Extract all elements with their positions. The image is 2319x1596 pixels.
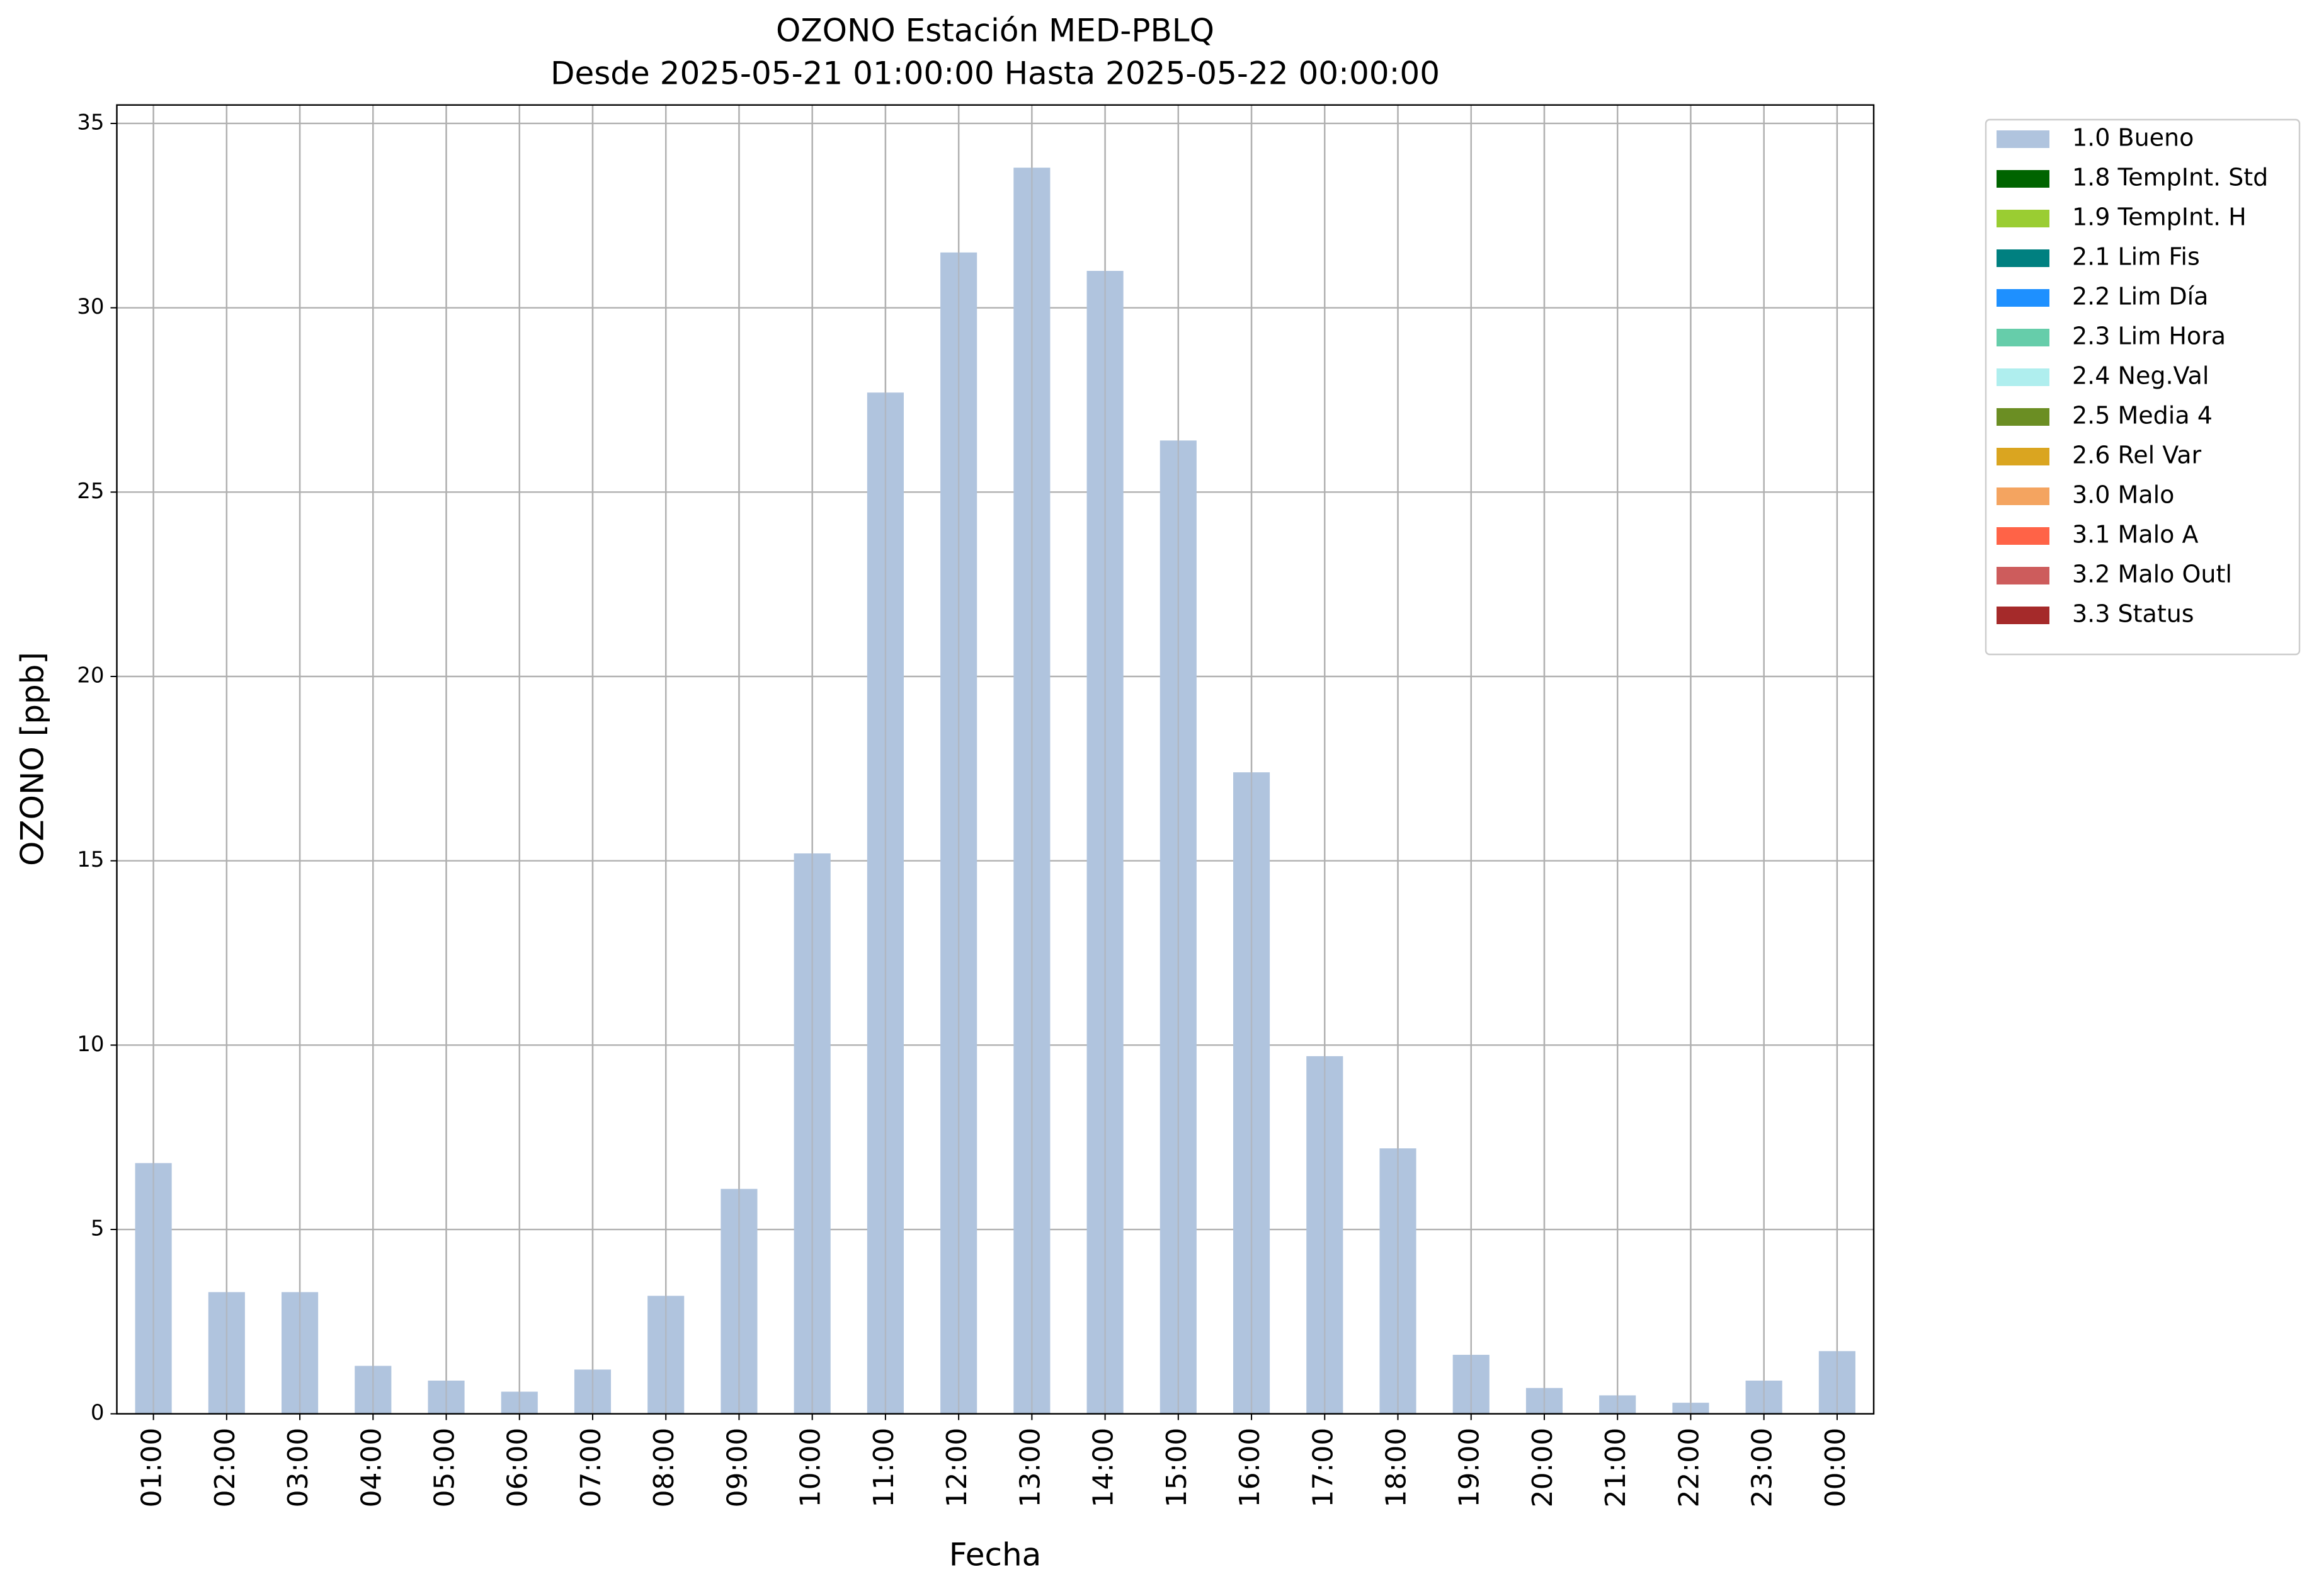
legend-box — [1985, 118, 2301, 656]
x-tick-label: 02:00 — [209, 1428, 241, 1508]
chart-title: OZONO Estación MED-PBLQ — [776, 13, 1214, 49]
legend-label: 2.3 Lim Hora — [2072, 322, 2226, 350]
y-tick-label: 25 — [77, 479, 104, 504]
y-tick-label: 5 — [91, 1216, 105, 1241]
legend-label: 2.2 Lim Día — [2072, 283, 2208, 311]
legend-swatch — [1997, 487, 2049, 505]
y-tick-label: 15 — [77, 847, 104, 872]
legend-swatch — [1997, 329, 2049, 346]
legend-swatch — [1997, 130, 2049, 148]
x-tick-label: 03:00 — [282, 1428, 314, 1508]
x-tick-label: 09:00 — [721, 1428, 753, 1508]
legend-swatch — [1997, 567, 2049, 584]
x-axis-label: Fecha — [949, 1537, 1042, 1573]
x-tick-label: 12:00 — [941, 1428, 973, 1508]
legend-label: 3.1 Malo A — [2072, 521, 2198, 549]
legend-label: 3.0 Malo — [2072, 481, 2174, 509]
x-tick-label: 22:00 — [1673, 1428, 1705, 1508]
legend-label: 1.8 TempInt. Std — [2072, 164, 2268, 191]
x-tick-label: 20:00 — [1527, 1428, 1559, 1508]
x-tick-label: 10:00 — [795, 1428, 827, 1508]
legend-swatch — [1997, 289, 2049, 307]
x-tick-label: 23:00 — [1746, 1428, 1779, 1508]
legend-swatch — [1997, 527, 2049, 545]
y-tick-label: 30 — [77, 294, 104, 319]
x-tick-label: 21:00 — [1600, 1428, 1632, 1508]
legend-label: 2.1 Lim Fis — [2072, 243, 2200, 271]
x-tick-label: 00:00 — [1820, 1428, 1852, 1508]
y-tick-label: 35 — [77, 110, 104, 135]
legend-label: 3.3 Status — [2072, 600, 2194, 628]
x-tick-label: 07:00 — [575, 1428, 607, 1508]
legend-label: 1.0 Bueno — [2072, 124, 2194, 152]
y-tick-label: 20 — [77, 663, 104, 688]
legend-label: 2.6 Rel Var — [2072, 442, 2202, 469]
legend-swatch — [1997, 368, 2049, 386]
y-axis-label: OZONO [ppb] — [14, 652, 51, 866]
legend-swatch — [1997, 170, 2049, 188]
x-tick-label: 01:00 — [136, 1428, 168, 1508]
legend-label: 3.2 Malo Outl — [2072, 561, 2232, 588]
legend-swatch — [1997, 448, 2049, 465]
x-tick-label: 04:00 — [355, 1428, 387, 1508]
legend-swatch — [1997, 210, 2049, 227]
x-tick-label: 11:00 — [868, 1428, 900, 1508]
legend-label: 2.5 Media 4 — [2072, 402, 2213, 430]
x-tick-label: 17:00 — [1307, 1428, 1339, 1508]
x-tick-label: 05:00 — [429, 1428, 461, 1508]
y-tick-label: 10 — [77, 1032, 104, 1057]
legend-swatch — [1997, 408, 2049, 426]
legend-swatch — [1997, 249, 2049, 267]
legend-label: 2.4 Neg.Val — [2072, 362, 2209, 390]
x-tick-label: 06:00 — [502, 1428, 534, 1508]
x-tick-label: 18:00 — [1381, 1428, 1413, 1508]
x-tick-label: 14:00 — [1088, 1428, 1120, 1508]
y-tick-label: 0 — [91, 1400, 105, 1425]
x-tick-label: 19:00 — [1454, 1428, 1486, 1508]
chart-subtitle: Desde 2025-05-21 01:00:00 Hasta 2025-05-… — [550, 55, 1440, 92]
plot-frame — [116, 104, 1875, 1415]
x-tick-label: 08:00 — [648, 1428, 680, 1508]
legend-label: 1.9 TempInt. H — [2072, 203, 2247, 231]
x-tick-label: 15:00 — [1161, 1428, 1193, 1508]
x-tick-label: 13:00 — [1014, 1428, 1046, 1508]
x-tick-label: 16:00 — [1234, 1428, 1266, 1508]
legend-swatch — [1997, 607, 2049, 624]
